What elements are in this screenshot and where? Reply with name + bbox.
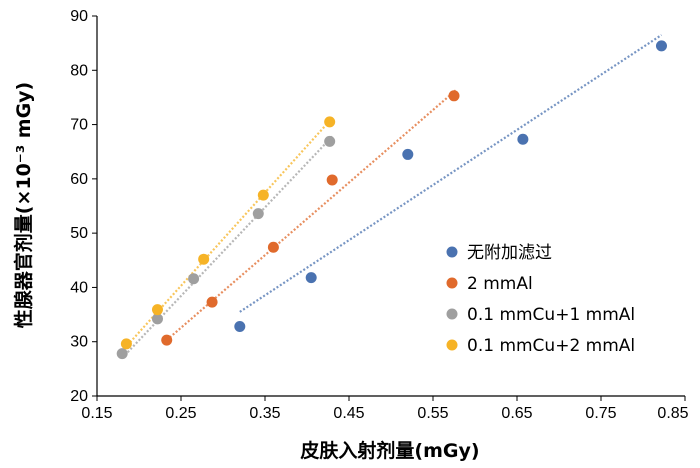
y-tick-label: 60 <box>70 171 88 188</box>
point-series-4 <box>324 116 336 128</box>
legend-label-2: 2 mmAl <box>467 274 533 294</box>
legend-label-1: 无附加滤过 <box>467 243 552 263</box>
point-series-4 <box>257 189 269 201</box>
point-series-2 <box>161 334 173 346</box>
point-series-4 <box>198 253 210 265</box>
x-tick-label: 0.15 <box>81 405 112 422</box>
x-tick-label: 0.45 <box>333 405 364 422</box>
legend: 无附加滤过 2 mmAl 0.1 mmCu+1 mmAl 0.1 mmCu+2 mmA… <box>446 243 635 356</box>
y-tick-label: 70 <box>70 117 88 134</box>
legend-marker-4 <box>446 339 458 351</box>
legend-marker-2 <box>446 277 458 289</box>
point-series-3 <box>116 348 128 360</box>
legend-marker-3 <box>446 308 458 320</box>
legend-marker-1 <box>446 246 458 258</box>
x-tick-label: 0.85 <box>657 405 688 422</box>
x-tick-label: 0.75 <box>585 405 616 422</box>
point-series-1 <box>655 40 667 52</box>
point-series-1 <box>517 133 529 145</box>
legend-label-4: 0.1 mmCu+2 mmAl <box>467 336 635 356</box>
y-tick-label: 40 <box>70 279 88 296</box>
y-tick-label: 20 <box>70 388 88 405</box>
point-series-3 <box>188 273 200 285</box>
y-tick-label: 90 <box>70 8 88 25</box>
x-tick-label: 0.55 <box>417 405 448 422</box>
trendline-series-3 <box>121 135 333 359</box>
x-tick-label: 0.65 <box>501 405 532 422</box>
data-points <box>116 40 667 360</box>
y-tick-label: 50 <box>70 225 88 242</box>
axes: 20 30 40 50 60 70 80 90 0.15 0.25 0.35 0.45 0.55 0.65… <box>70 8 688 422</box>
y-tick-label: 80 <box>70 62 88 79</box>
point-series-2 <box>267 241 279 253</box>
x-axis-label: 皮肤入射剂量(mGy) <box>300 439 479 462</box>
point-series-2 <box>448 90 460 102</box>
legend-label-3: 0.1 mmCu+1 mmAl <box>467 305 635 325</box>
point-series-1 <box>305 272 317 284</box>
point-series-2 <box>326 174 338 186</box>
trendline-series-1 <box>239 34 663 313</box>
point-series-1 <box>234 321 246 333</box>
y-axis-label: 性腺器官剂量(×10⁻³ mGy) <box>12 82 35 328</box>
x-tick-label: 0.35 <box>249 405 280 422</box>
point-series-2 <box>206 296 218 308</box>
point-series-3 <box>324 135 336 147</box>
y-tick-label: 30 <box>70 334 88 351</box>
x-tick-label: 0.25 <box>165 405 196 422</box>
point-series-4 <box>120 338 132 350</box>
point-series-1 <box>402 148 414 160</box>
point-series-4 <box>151 304 163 316</box>
trendlines <box>121 34 663 359</box>
point-series-3 <box>252 208 264 220</box>
point-series-3 <box>151 313 163 325</box>
